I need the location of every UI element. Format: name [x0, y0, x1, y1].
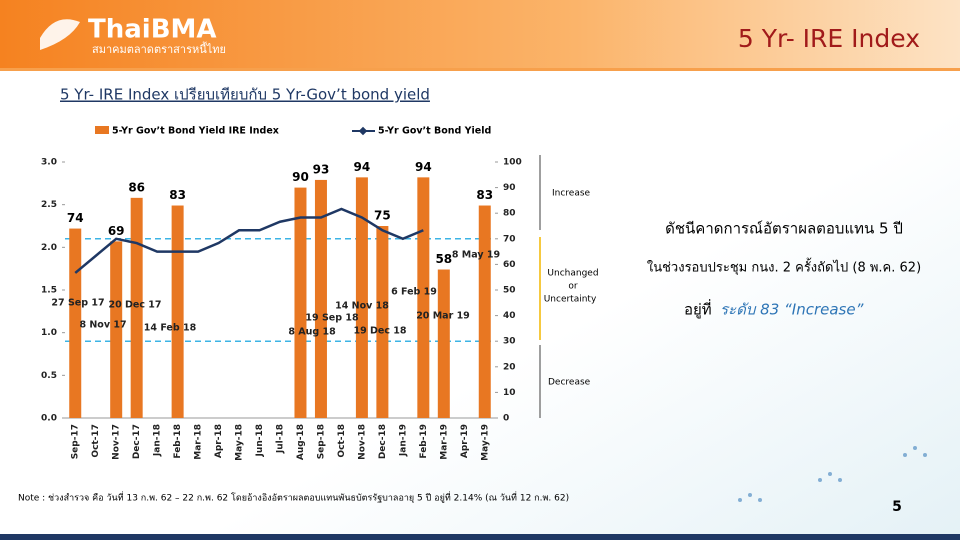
data-label: 75 [374, 209, 391, 223]
annotation: 20 Dec 17 [108, 300, 161, 311]
x-tick-label: Dec-18 [378, 424, 388, 459]
bar [110, 241, 123, 418]
logo: ThaiBMA [88, 15, 217, 45]
annotation: 8 Nov 17 [79, 320, 126, 331]
x-tick-label: Feb-19 [419, 424, 429, 459]
data-label: 83 [476, 188, 493, 202]
y2-tick-label: 60 [503, 260, 516, 270]
summary-line: ในช่วงรอบประชุม กนง. 2 ครั้งถัดไป (8 พ.ค… [647, 258, 921, 276]
annotation: 27 Sep 17 [51, 298, 104, 309]
annotation: 20 Mar 19 [416, 311, 470, 322]
x-tick-label: Oct-18 [337, 424, 347, 458]
y2-tick-label: 80 [503, 209, 516, 219]
x-tick-label: Jan-18 [153, 424, 163, 457]
header-rule [0, 68, 960, 71]
bar [130, 197, 143, 418]
y2-tick-label: 10 [503, 388, 516, 398]
x-tick-label: Sep-17 [71, 424, 81, 459]
slide-title: 5 Yr- IRE Index [738, 24, 920, 53]
y2-tick-label: 30 [503, 337, 516, 347]
x-tick-label: Apr-19 [460, 424, 470, 458]
decoration [738, 446, 927, 502]
y2-tick-label: 40 [503, 311, 516, 321]
zone-label: Unchanged [547, 269, 598, 279]
x-tick-label: Oct-17 [91, 424, 101, 458]
annotation: 6 Feb 19 [391, 287, 437, 298]
x-tick-label: Mar-19 [439, 424, 449, 460]
annotation: 14 Feb 18 [144, 323, 197, 334]
data-label: 93 [313, 162, 330, 176]
annotation: 8 Aug 18 [288, 327, 336, 338]
y2-tick-label: 90 [503, 183, 516, 193]
x-tick-label: Jan-19 [398, 424, 408, 457]
note: Note : ช่วงสำรวจ คือ วันที่ 13 ก.พ. 62 –… [18, 491, 569, 504]
data-label: 94 [354, 160, 371, 174]
legend-swatch [95, 126, 109, 134]
y-tick-label: 3.0 [41, 158, 57, 168]
y-tick-label: 1.0 [41, 328, 57, 338]
y-tick-label: 1.5 [41, 286, 57, 296]
y2-tick-label: 20 [503, 362, 516, 372]
header-band [0, 0, 960, 68]
x-tick-label: May-18 [235, 424, 245, 461]
x-tick-label: Apr-18 [214, 424, 224, 458]
annotation: 19 Sep 18 [305, 313, 359, 324]
x-tick-label: May-19 [480, 424, 490, 461]
bar [417, 177, 430, 418]
annotation: 14 Nov 18 [335, 301, 389, 312]
x-tick-label: Aug-18 [296, 424, 306, 460]
y-tick-label: 0.0 [41, 414, 57, 424]
y2-tick-label: 50 [503, 286, 516, 296]
bar [355, 177, 368, 418]
bar [437, 269, 450, 418]
zone-label: Increase [552, 189, 591, 199]
data-label: 86 [128, 180, 145, 194]
summary-line: อยู่ที่ [684, 299, 712, 319]
annotation: 8 May 19 [452, 250, 500, 261]
y2-tick-label: 0 [503, 414, 509, 424]
logo-subtitle: สมาคมตลาดตราสารหนี้ไทย [92, 41, 226, 56]
x-tick-label: Jun-18 [255, 424, 265, 457]
page-number: 5 [892, 499, 902, 515]
footer-rule [0, 534, 960, 540]
bar [376, 226, 389, 418]
data-label: 74 [67, 211, 84, 225]
x-tick-label: Jul-18 [276, 424, 286, 454]
annotation: 19 Dec 18 [353, 326, 406, 337]
zone-label: Decrease [548, 378, 591, 388]
chart-title: 5 Yr- IRE Index เปรียบเทียบกับ 5 Yr-Gov’… [60, 86, 430, 104]
bar [69, 228, 82, 418]
data-label: 94 [415, 160, 432, 174]
zone-label: or [568, 282, 578, 292]
x-tick-label: Feb-18 [173, 424, 183, 459]
x-tick-label: Nov-17 [112, 424, 122, 460]
summary-line: ดัชนีคาดการณ์อัตราผลตอบแทน 5 ปี [665, 220, 903, 238]
x-tick-label: Nov-18 [357, 424, 367, 460]
data-label: 90 [292, 170, 309, 184]
bar [478, 205, 491, 418]
y-tick-label: 0.5 [41, 371, 57, 381]
bar [314, 179, 327, 418]
logo-icon [40, 19, 80, 50]
data-label: 69 [108, 224, 125, 238]
legend-label: 5-Yr Gov’t Bond Yield IRE Index [112, 126, 279, 137]
zone-label: Uncertainty [544, 295, 597, 305]
x-tick-label: Mar-18 [194, 424, 204, 460]
data-label: 58 [435, 252, 452, 266]
y-tick-label: 2.5 [41, 200, 57, 210]
legend-marker [358, 126, 368, 136]
y2-tick-label: 70 [503, 234, 516, 244]
x-tick-label: Dec-17 [132, 424, 142, 459]
y-tick-label: 2.0 [41, 243, 57, 253]
data-label: 83 [169, 188, 186, 202]
y2-tick-label: 100 [503, 158, 522, 168]
summary-highlight: ระดับ 83 “Increase” [720, 301, 864, 319]
bar [294, 187, 307, 418]
line [74, 207, 424, 274]
legend-label: 5-Yr Gov’t Bond Yield [378, 126, 491, 137]
bar [171, 205, 184, 418]
x-tick-label: Sep-18 [316, 424, 326, 459]
